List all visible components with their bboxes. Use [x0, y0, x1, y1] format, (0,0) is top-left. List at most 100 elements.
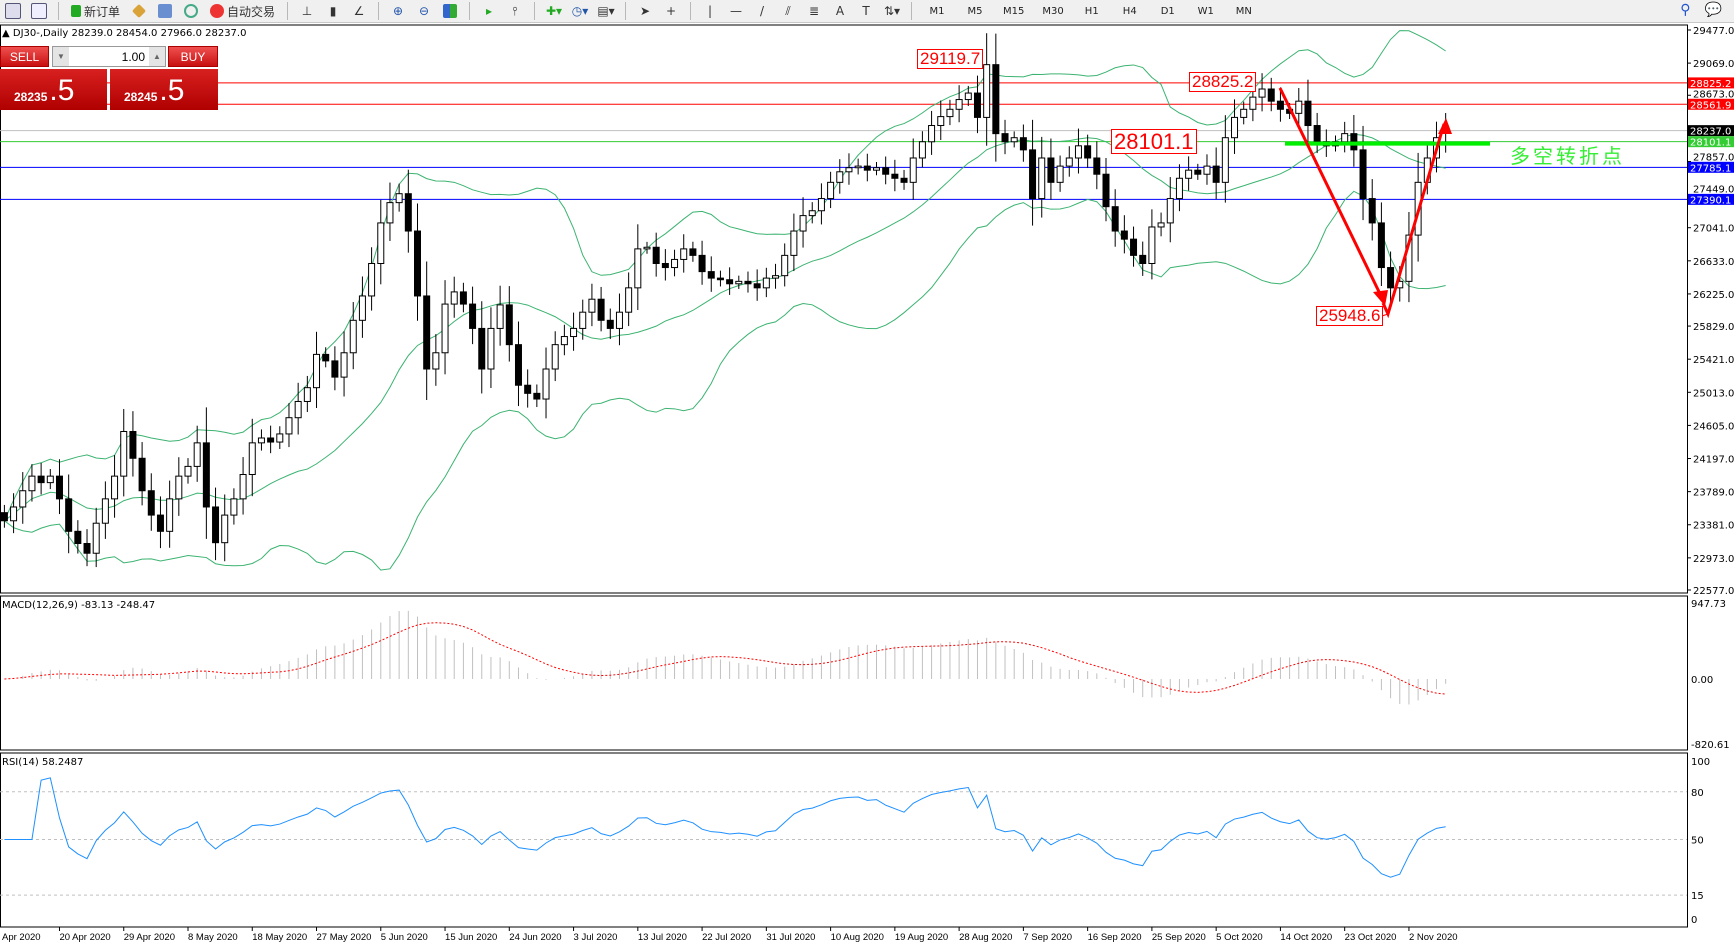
candle-body	[129, 430, 137, 459]
candle	[395, 183, 403, 212]
candle-body	[469, 303, 477, 329]
low-price-label[interactable]: 25948.6	[1316, 306, 1384, 326]
turning-point-text[interactable]: 多空转折点	[1510, 144, 1625, 168]
candle	[147, 473, 155, 531]
buy-button[interactable]: BUY	[168, 46, 218, 67]
candle	[478, 301, 486, 394]
price-tag	[1688, 193, 1734, 205]
navigator-icon[interactable]	[155, 2, 175, 20]
candle	[808, 202, 816, 224]
pivot-price-label[interactable]: 28101.1	[1111, 129, 1197, 155]
timeframe-w1[interactable]: W1	[1197, 5, 1214, 17]
date-label: 18 May 2020	[252, 932, 307, 943]
tile-windows-icon[interactable]	[440, 2, 460, 20]
bar-chart-icon[interactable]: ⊥	[301, 4, 313, 18]
candle	[551, 331, 559, 382]
market-watch-icon[interactable]	[129, 2, 149, 20]
new-chart-icon[interactable]	[3, 2, 23, 20]
text-icon[interactable]: A	[835, 4, 845, 18]
candle	[1212, 147, 1220, 200]
candle-body	[524, 384, 532, 394]
candle-body	[276, 433, 284, 443]
candle-body	[1065, 157, 1073, 167]
trendline-icon[interactable]: /	[760, 4, 765, 18]
candle-body	[147, 490, 155, 516]
price-tick-label: 26633.0	[1693, 257, 1734, 268]
profiles-icon[interactable]	[29, 2, 49, 20]
candle-body	[1093, 157, 1101, 175]
date-label: 24 Jun 2020	[509, 932, 561, 943]
macd-label: MACD(12,26,9) -83.13 -248.47	[2, 600, 155, 611]
separator	[58, 2, 59, 20]
candle-body	[368, 262, 376, 297]
auto-scroll-icon[interactable]: ▸	[486, 4, 493, 18]
horizontal-line-icon[interactable]: —	[730, 4, 743, 18]
lot-decrease-button[interactable]: ▼	[53, 47, 69, 66]
crosshair-icon[interactable]: +	[666, 4, 677, 18]
candle-body	[459, 291, 467, 305]
timeframe-h1[interactable]: H1	[1084, 5, 1099, 17]
separator	[469, 2, 471, 20]
candle	[762, 267, 770, 298]
chart-shift-icon[interactable]: ⫯	[512, 3, 518, 18]
candle	[1175, 164, 1183, 212]
candle	[55, 459, 63, 515]
lot-size-field[interactable]: ▼ 1.00 ▲	[52, 46, 166, 67]
price-tag	[1688, 125, 1734, 137]
templates-icon[interactable]: ▤▾	[597, 4, 615, 18]
buy-price-pips: .5	[159, 74, 185, 107]
cursor-icon[interactable]: ➤	[640, 4, 651, 18]
candle-body	[1157, 222, 1165, 228]
candle-body	[542, 368, 550, 400]
periods-icon[interactable]: ◷▾	[571, 4, 589, 18]
timeframe-mn[interactable]: MN	[1235, 5, 1252, 17]
equidistant-channel-icon[interactable]: ⫽	[785, 3, 791, 18]
candle	[1377, 202, 1385, 286]
candle	[973, 75, 981, 134]
new-order-button[interactable]: 新订单	[68, 2, 123, 20]
sell-button[interactable]: SELL	[0, 46, 49, 67]
timeframe-m5[interactable]: M5	[967, 5, 983, 17]
date-label: 14 Oct 2020	[1280, 932, 1332, 943]
sell-price-button[interactable]: 28235 .5	[0, 69, 107, 110]
line-chart-icon[interactable]: ∠	[353, 4, 365, 18]
timeframe-d1[interactable]: D1	[1160, 5, 1175, 17]
vertical-line-icon[interactable]: |	[708, 4, 713, 18]
signals-icon[interactable]	[181, 2, 201, 20]
candle-body	[882, 167, 890, 175]
date-label: 10 Aug 2020	[831, 932, 884, 943]
zoom-out-icon[interactable]: ⊖	[419, 4, 430, 18]
candle	[120, 408, 128, 497]
resistance-price-label[interactable]: 28825.2	[1189, 72, 1257, 92]
arrows-icon[interactable]: ⇅▾	[883, 4, 901, 18]
candle-body	[836, 171, 844, 183]
search-icon[interactable]: ⚲	[1680, 2, 1691, 18]
candle	[1313, 112, 1321, 154]
timeframe-m15[interactable]: M15	[1003, 5, 1025, 17]
timeframe-m1[interactable]: M1	[929, 5, 945, 17]
candlestick-icon[interactable]: ▮	[329, 4, 337, 18]
candle	[404, 169, 412, 253]
candle	[790, 213, 798, 272]
price-tick-label: 27857.0	[1693, 152, 1734, 163]
indicators-icon[interactable]: ✚▾	[545, 4, 563, 18]
buy-price-button[interactable]: 28245 .5	[110, 69, 218, 110]
candle-body	[625, 287, 633, 313]
candle-body	[28, 475, 36, 492]
high-price-label[interactable]: 29119.7	[917, 49, 984, 69]
timeframe-m30[interactable]: M30	[1042, 5, 1064, 17]
chat-icon[interactable]: 💬	[1704, 2, 1722, 18]
lot-size-value[interactable]: 1.00	[121, 49, 145, 64]
text-label-icon[interactable]: T	[862, 4, 870, 18]
candle	[267, 425, 275, 454]
auto-trading-button[interactable]: 自动交易	[207, 2, 278, 20]
zoom-in-icon[interactable]: ⊕	[393, 4, 404, 18]
fibonacci-icon[interactable]: ≣	[809, 4, 820, 18]
candle-body	[597, 298, 605, 321]
lot-increase-button[interactable]: ▲	[149, 47, 165, 66]
timeframe-h4[interactable]: H4	[1122, 5, 1137, 17]
price-tick-label: 28673.0	[1693, 89, 1734, 100]
candle-body	[358, 295, 366, 321]
separator	[287, 2, 289, 20]
